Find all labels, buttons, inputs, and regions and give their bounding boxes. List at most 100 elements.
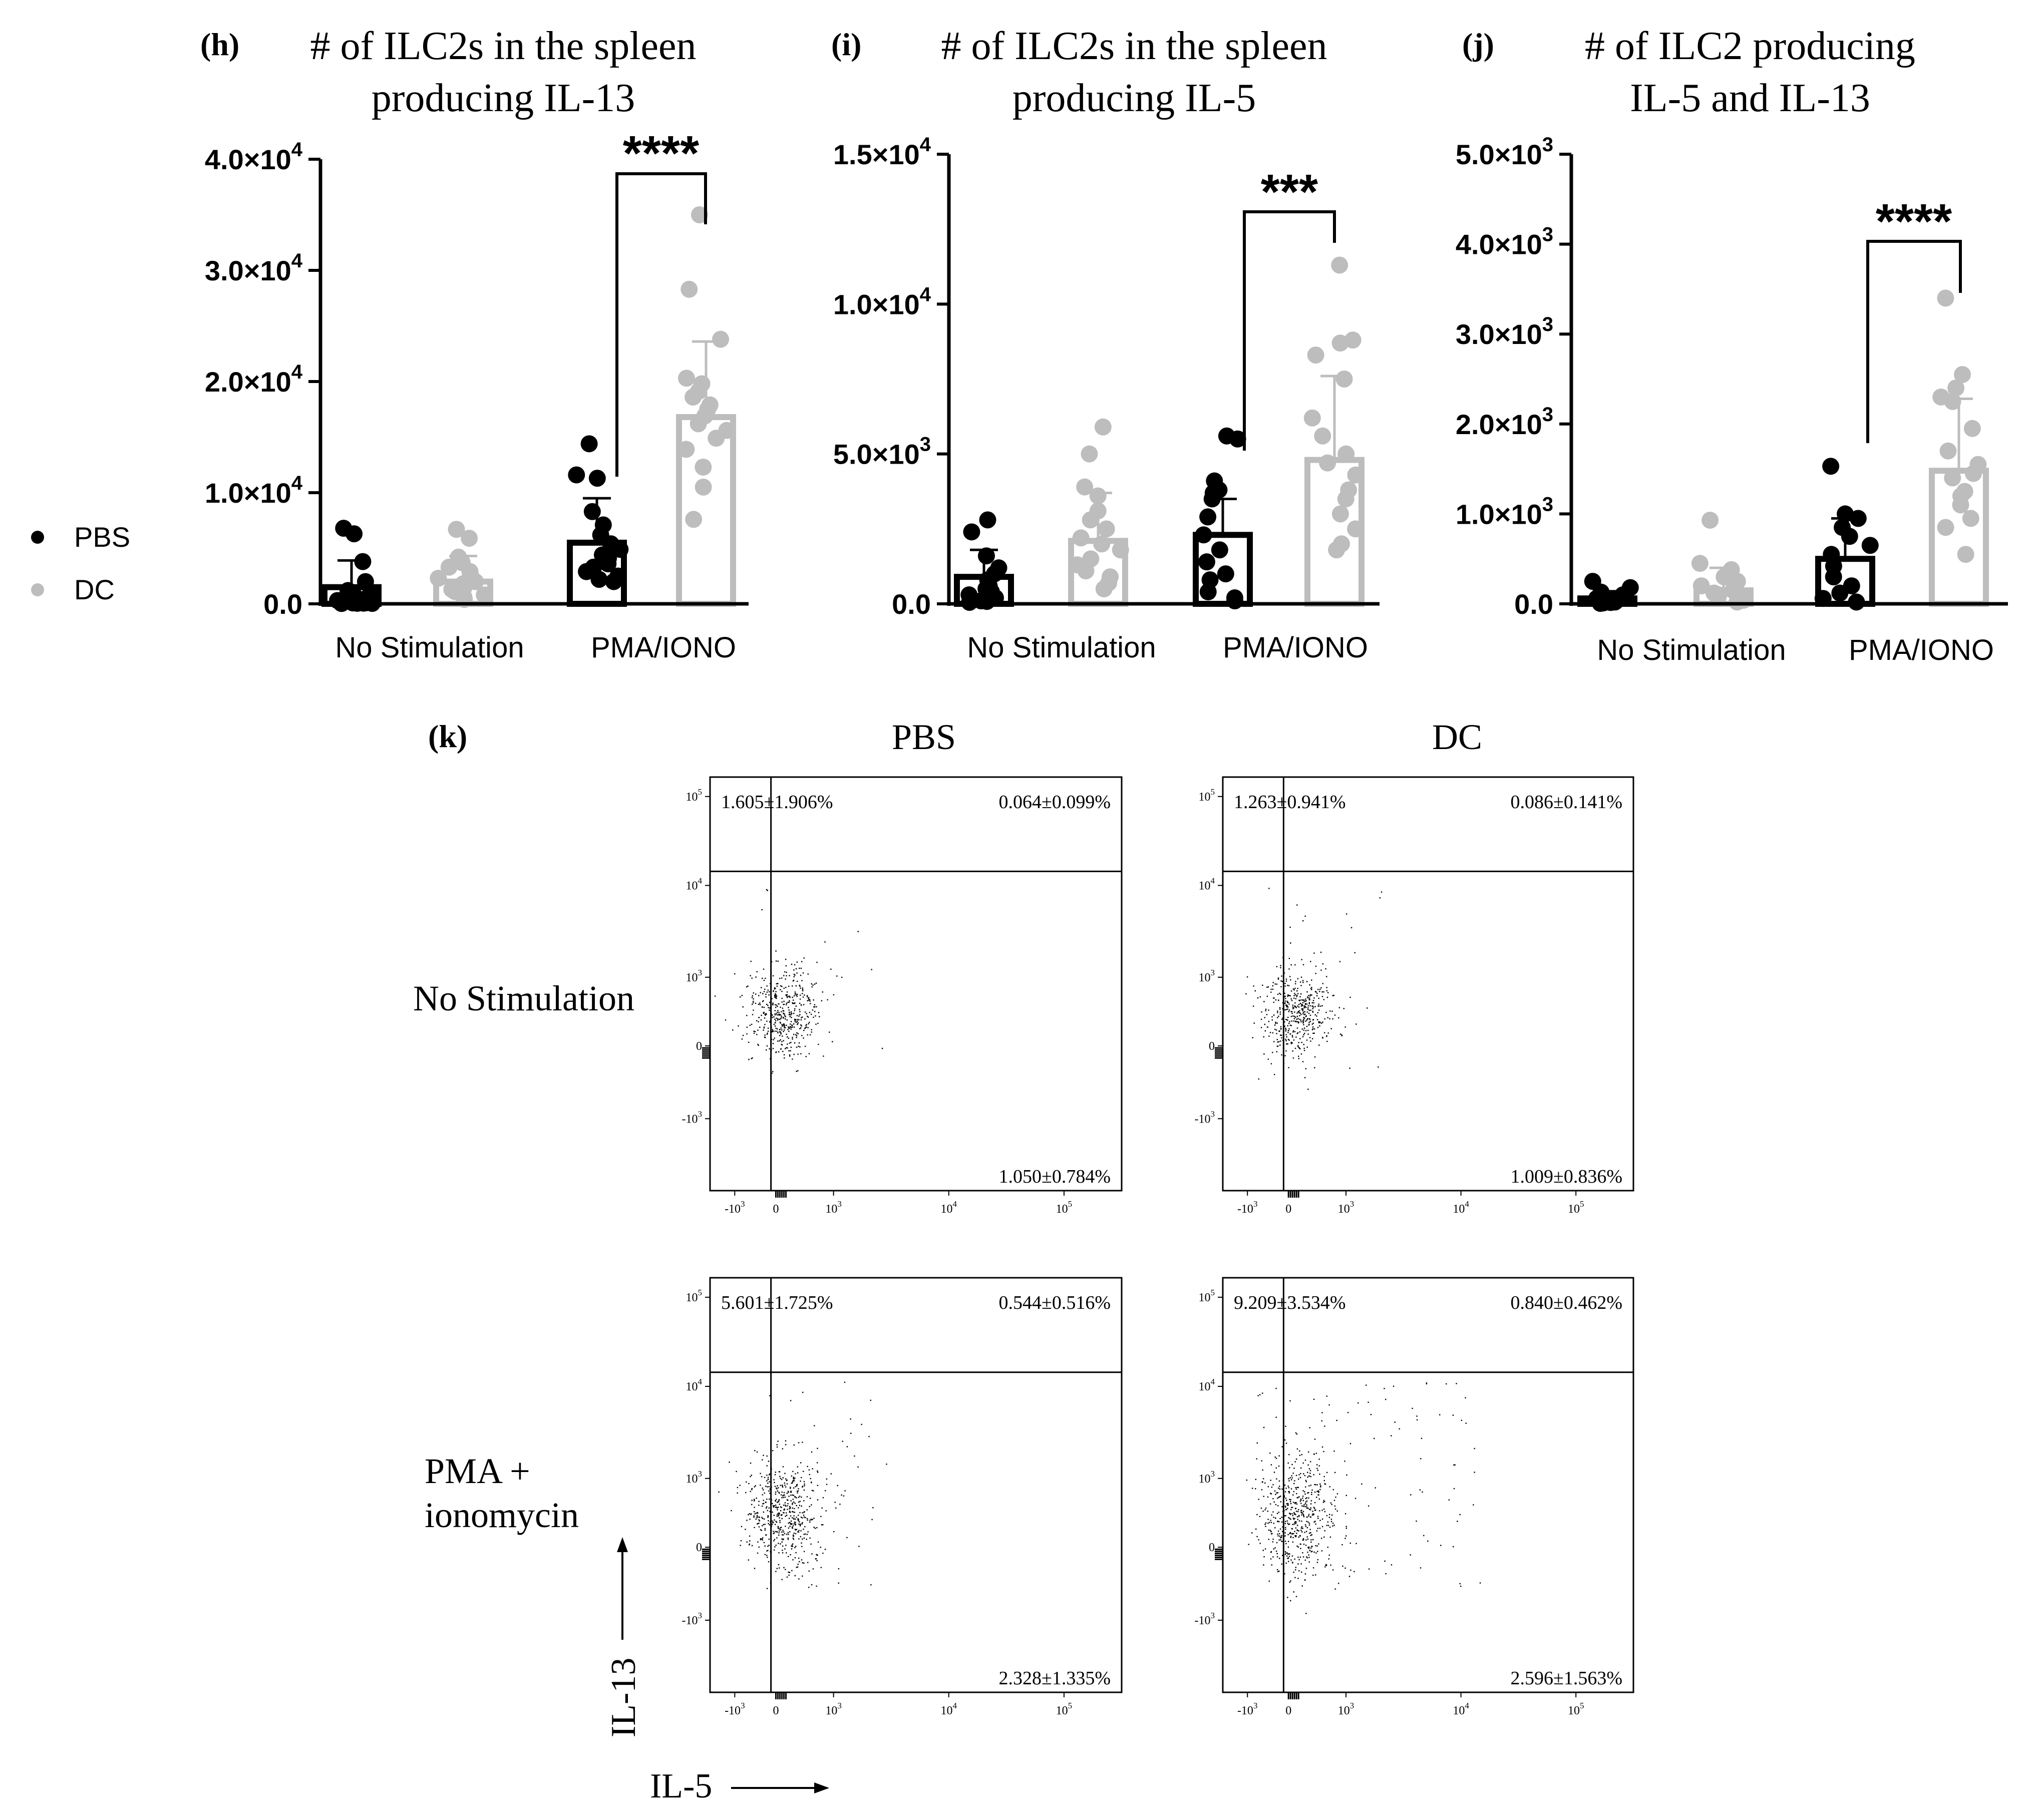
flow-x-tick-label: 104	[941, 1701, 957, 1717]
flow-events	[1245, 888, 1383, 1090]
y-axis-ticks: 0.0 1.0×104 2.0×104 3.0×104 4.0×104	[205, 139, 320, 620]
chart-title-line-1: # of ILC2s in the spleen	[310, 24, 697, 68]
x-tick-label-no-stimulation: No Stimulation	[1597, 634, 1786, 666]
data-point	[440, 558, 458, 576]
data-point	[1217, 565, 1234, 583]
data-point	[685, 389, 702, 406]
quadrant-value-upper-left: 1.605±1.906%	[721, 792, 833, 813]
quadrant-value-upper-left: 5.601±1.725%	[721, 1292, 833, 1313]
flow-column-label-dc: DC	[1432, 717, 1482, 757]
data-point	[1095, 580, 1113, 598]
data-point	[1939, 442, 1957, 460]
significance-stars: ****	[1876, 194, 1952, 249]
y-tick-label: 5.0×103	[833, 434, 931, 470]
data-point	[978, 593, 995, 610]
data-point	[680, 280, 698, 298]
data-point	[1848, 593, 1865, 611]
il5-arrowhead-icon	[814, 1782, 829, 1793]
data-point	[1822, 458, 1840, 475]
flow-x-tick-label: -103	[1237, 1199, 1258, 1216]
data-point	[977, 547, 995, 565]
data-point	[1307, 346, 1324, 364]
flow-x-tick-label: -103	[1237, 1701, 1258, 1717]
flow-y-tick-label: 103	[686, 968, 703, 984]
data-point	[1076, 478, 1094, 496]
data-point	[1952, 496, 1969, 514]
y-tick-label: 1.0×104	[833, 283, 931, 320]
data-point	[691, 206, 708, 223]
quadrant-value-lower-right: 2.596±1.563%	[1510, 1668, 1622, 1689]
data-point	[685, 511, 703, 528]
flow-xlabel: IL-5	[650, 1767, 712, 1805]
data-point	[1944, 469, 1961, 487]
data-point	[1081, 445, 1098, 463]
data-point	[1944, 393, 1961, 410]
data-point	[1112, 541, 1129, 559]
chart-title-line-2: IL-5 and IL-13	[1630, 76, 1870, 120]
data-point	[1691, 555, 1709, 572]
data-point	[346, 525, 363, 543]
quadrant-value-lower-right: 1.050±0.784%	[998, 1166, 1111, 1187]
flow-plot-frame	[1222, 776, 1634, 1192]
y-tick-label: 1.0×103	[1456, 493, 1553, 530]
flow-x-tick-label: -103	[725, 1701, 745, 1717]
data-point	[1211, 541, 1228, 559]
data-point	[583, 503, 601, 520]
flow-x-tick-label: 105	[1568, 1701, 1584, 1717]
data-point	[588, 470, 606, 487]
flow-y-tick-label: 105	[686, 1288, 703, 1304]
data-point	[1303, 409, 1321, 427]
significance-bracket: ***	[1243, 164, 1336, 451]
flow-x-tick-label: 104	[941, 1199, 957, 1216]
panel-i: (i) # of ILC2s in the spleen producing I…	[831, 24, 1380, 664]
quadrant-value-upper-right: 0.840±0.462%	[1510, 1292, 1622, 1313]
quadrant-value-upper-left: 9.209±3.534%	[1234, 1292, 1346, 1313]
data-point	[1963, 420, 1981, 437]
quadrant-value-lower-right: 1.009±0.836%	[1510, 1166, 1622, 1187]
significance-stars: ***	[1261, 164, 1318, 219]
quadrant-value-upper-right: 0.064±0.099%	[998, 792, 1111, 813]
panel-k: (k) PBS DC No Stimulation PMA + ionomycin…	[413, 717, 1634, 1805]
flow-plots: 1.605±1.906% 0.064±0.099% 1.050±0.784% 105 1…	[682, 776, 1634, 1717]
data-point	[1199, 508, 1217, 526]
quadrant-value-upper-left: 1.263±0.941%	[1234, 792, 1346, 813]
data-point	[1337, 490, 1354, 508]
flow-y-tick-label: 104	[1199, 1377, 1215, 1393]
flow-x-tick-label: 0	[773, 1704, 779, 1717]
flow-plot: 1.263±0.941% 0.086±0.141% 1.009±0.836% 105 1…	[1195, 776, 1634, 1216]
data-point	[611, 541, 629, 558]
chart-title-line-1: # of ILC2 producing	[1585, 24, 1915, 68]
data-point	[1954, 366, 1971, 384]
flow-y-tick-label: 103	[686, 1469, 703, 1486]
il13-axis-label: IL-13	[604, 1537, 643, 1737]
flow-row-label-pma-ionomycin: PMA + ionomycin	[425, 1451, 579, 1535]
il13-arrowhead-icon	[617, 1537, 628, 1552]
data-point	[1957, 546, 1974, 563]
data-point	[677, 441, 695, 458]
y-tick-label: 1.0×104	[205, 472, 303, 509]
data-point	[1319, 454, 1336, 472]
y-tick-label: 1.5×104	[833, 134, 931, 170]
x-tick-label-pma-iono: PMA/IONO	[1223, 631, 1368, 664]
flow-y-tick-label: -103	[1195, 1109, 1215, 1126]
y-tick-label: 3.0×103	[1456, 313, 1553, 350]
data-point	[1328, 541, 1345, 559]
panel-label-j: (j)	[1462, 27, 1494, 62]
flow-plot-frame	[709, 1277, 1123, 1693]
flow-y-tick-label: 103	[1199, 968, 1215, 984]
chart-title-line-1: # of ILC2s in the spleen	[941, 24, 1327, 68]
flow-x-tick-label: 103	[1338, 1701, 1354, 1717]
flow-y-tick-label: 104	[686, 876, 703, 892]
flow-plot-frame	[1222, 1277, 1634, 1693]
data-point	[1089, 487, 1107, 505]
quadrant-value-upper-right: 0.086±0.141%	[1510, 792, 1622, 813]
y-tick-label: 4.0×104	[205, 139, 303, 175]
il5-axis-label: IL-5	[650, 1767, 829, 1805]
flow-y-tick-label: 103	[1199, 1469, 1215, 1486]
data-point	[1937, 519, 1954, 536]
y-axis-ticks: 0.0 5.0×103 1.0×104 1.5×104	[833, 134, 949, 620]
data-point	[1314, 427, 1331, 445]
significance-bracket: ****	[1866, 194, 1962, 443]
data-point	[1331, 334, 1349, 352]
chart-title-line-2: producing IL-13	[372, 76, 635, 120]
